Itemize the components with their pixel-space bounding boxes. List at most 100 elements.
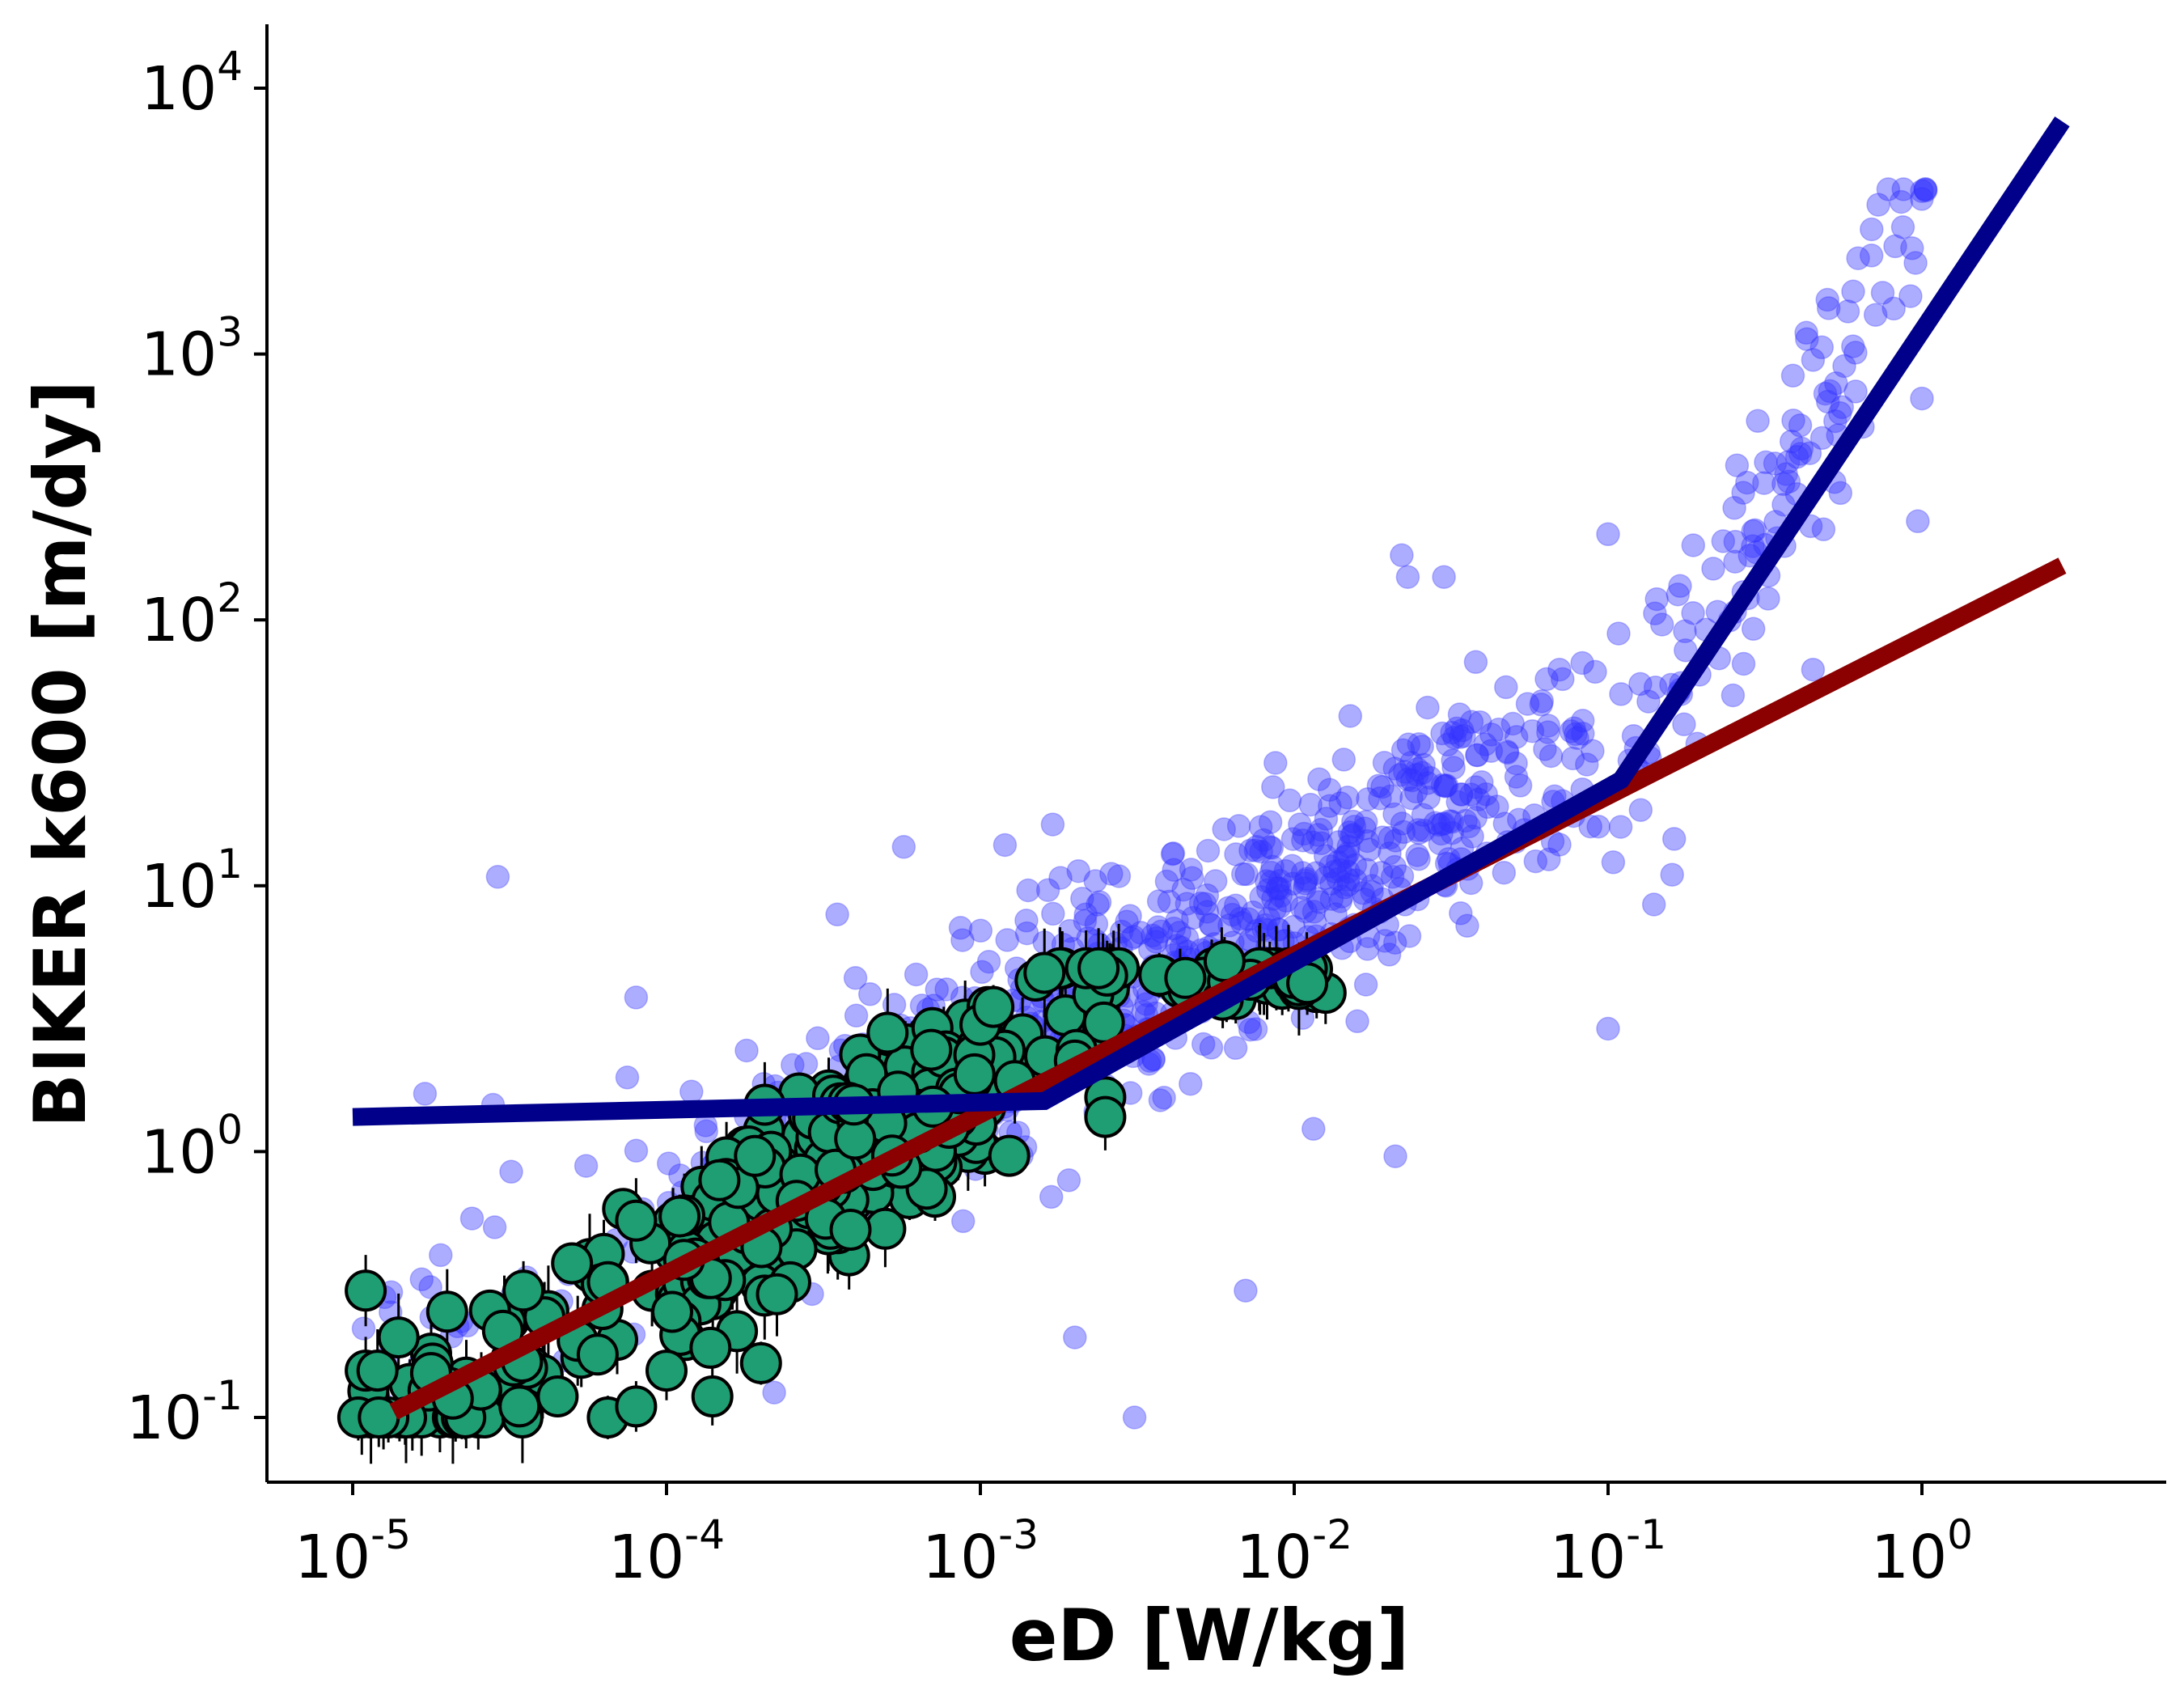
blue-point — [1448, 725, 1473, 749]
blue-point — [1643, 675, 1668, 700]
y-tick-label: 103 — [141, 309, 243, 390]
blue-point — [1244, 918, 1269, 943]
blue-point — [1913, 177, 1938, 201]
blue-point — [1280, 854, 1305, 879]
blue-point — [948, 916, 973, 940]
blue-point — [1742, 518, 1767, 543]
blue-point — [1681, 533, 1706, 557]
blue-point — [1319, 887, 1344, 911]
x-tick-label: 10-3 — [922, 1511, 1039, 1592]
blue-point — [615, 1066, 640, 1090]
blue-point — [413, 1082, 438, 1106]
green-point — [953, 1053, 996, 1095]
blue-point — [1395, 767, 1420, 792]
blue-point — [1436, 732, 1460, 757]
blue-point — [1442, 725, 1467, 750]
blue-point — [1220, 902, 1245, 927]
blue-point — [1223, 893, 1248, 917]
blue-point — [1217, 913, 1242, 938]
blue-point — [1152, 1085, 1176, 1110]
blue-point — [1274, 888, 1298, 913]
blue-point — [1405, 843, 1429, 867]
blue-point — [1530, 688, 1555, 714]
blue-point — [1533, 737, 1557, 761]
blue-point — [1263, 896, 1287, 922]
blue-point — [482, 1215, 507, 1239]
blue-point — [1360, 879, 1384, 905]
blue-point — [1313, 866, 1338, 890]
blue-point — [1335, 786, 1360, 810]
blue-point — [1460, 824, 1484, 849]
blue-point — [1148, 1088, 1173, 1112]
blue-point — [1523, 849, 1548, 874]
blue-fit-line — [352, 116, 2070, 1126]
blue-point — [1449, 782, 1474, 807]
blue-point — [1035, 878, 1060, 902]
blue-point — [1160, 841, 1185, 866]
blue-point — [1870, 281, 1895, 305]
blue-point — [1171, 877, 1196, 902]
blue-point — [1910, 179, 1934, 203]
blue-point — [1508, 773, 1533, 798]
blue-point — [1913, 178, 1938, 203]
blue-point — [1437, 809, 1462, 833]
green-point — [689, 1326, 732, 1369]
blue-point — [1723, 549, 1747, 574]
blue-point — [1390, 864, 1415, 888]
blue-point — [1369, 860, 1394, 885]
blue-point — [1536, 720, 1560, 744]
blue-point — [1741, 519, 1765, 544]
blue-point — [1165, 909, 1189, 933]
blue-point — [1889, 189, 1914, 214]
blue-point — [1883, 234, 1907, 259]
blue-point — [1258, 810, 1283, 834]
blue-point — [1041, 901, 1065, 926]
blue-point — [1397, 924, 1422, 948]
blue-point — [1881, 296, 1906, 321]
blue-point — [1673, 619, 1697, 644]
blue-point — [1253, 913, 1278, 938]
blue-point — [1570, 709, 1595, 733]
blue-point — [1906, 509, 1930, 534]
blue-point — [1433, 774, 1458, 799]
blue-point — [806, 1026, 830, 1051]
blue-point — [1307, 890, 1331, 914]
blue-point — [1701, 557, 1725, 581]
blue-point — [485, 865, 510, 889]
blue-point — [1238, 838, 1263, 862]
green-point — [829, 1209, 872, 1251]
blue-point — [1162, 916, 1187, 941]
blue-point — [1774, 462, 1798, 486]
blue-point — [1302, 1116, 1326, 1142]
blue-point — [1474, 782, 1498, 807]
blue-point — [1784, 445, 1809, 469]
blue-point — [1121, 925, 1146, 949]
blue-point — [1547, 833, 1572, 857]
x-axis-ticks: 10-5 10-4 10-3 10-2 10-1 100 — [294, 1482, 1973, 1592]
green-point — [377, 1316, 420, 1359]
blue-point — [1192, 892, 1217, 916]
y-tick-label: 104 — [141, 43, 243, 124]
blue-point — [1372, 751, 1397, 775]
x-tick-label: 10-1 — [1550, 1511, 1666, 1592]
blue-point — [1429, 821, 1454, 846]
blue-point — [1459, 710, 1484, 735]
x-tick-label: 10-4 — [608, 1511, 725, 1592]
blue-point — [574, 1154, 599, 1178]
blue-point — [1391, 820, 1416, 845]
blue-point — [1191, 1032, 1216, 1057]
blue-point — [1779, 429, 1804, 454]
blue-point — [1725, 453, 1750, 477]
blue-point — [1660, 862, 1684, 887]
blue-point — [1382, 854, 1407, 879]
blue-point — [499, 1159, 523, 1184]
blue-point — [409, 1267, 434, 1292]
blue-point — [1504, 751, 1528, 776]
x-tick-label: 10-5 — [294, 1511, 411, 1592]
blue-point — [656, 1151, 681, 1176]
blue-point — [1463, 805, 1488, 830]
blue-point — [1226, 814, 1251, 838]
blue-point — [1500, 711, 1526, 736]
blue-point — [1380, 865, 1405, 889]
green-point — [1084, 1095, 1127, 1138]
